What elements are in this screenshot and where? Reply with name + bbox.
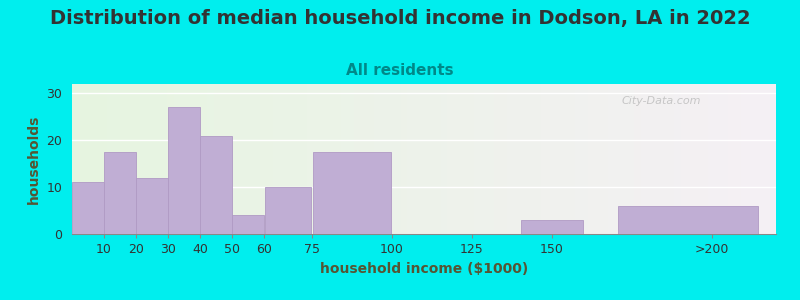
Bar bbox=[169, 107, 199, 234]
Text: All residents: All residents bbox=[346, 63, 454, 78]
Bar bbox=[73, 182, 103, 234]
Y-axis label: households: households bbox=[27, 114, 41, 204]
Bar bbox=[233, 215, 263, 234]
X-axis label: household income ($1000): household income ($1000) bbox=[320, 262, 528, 276]
Bar bbox=[105, 152, 135, 234]
Bar bbox=[137, 178, 167, 234]
Bar bbox=[618, 206, 758, 234]
Bar bbox=[201, 136, 231, 234]
Bar bbox=[265, 187, 311, 234]
Text: Distribution of median household income in Dodson, LA in 2022: Distribution of median household income … bbox=[50, 9, 750, 28]
Bar bbox=[314, 152, 390, 234]
Text: City-Data.com: City-Data.com bbox=[621, 96, 701, 106]
Bar bbox=[521, 220, 583, 234]
